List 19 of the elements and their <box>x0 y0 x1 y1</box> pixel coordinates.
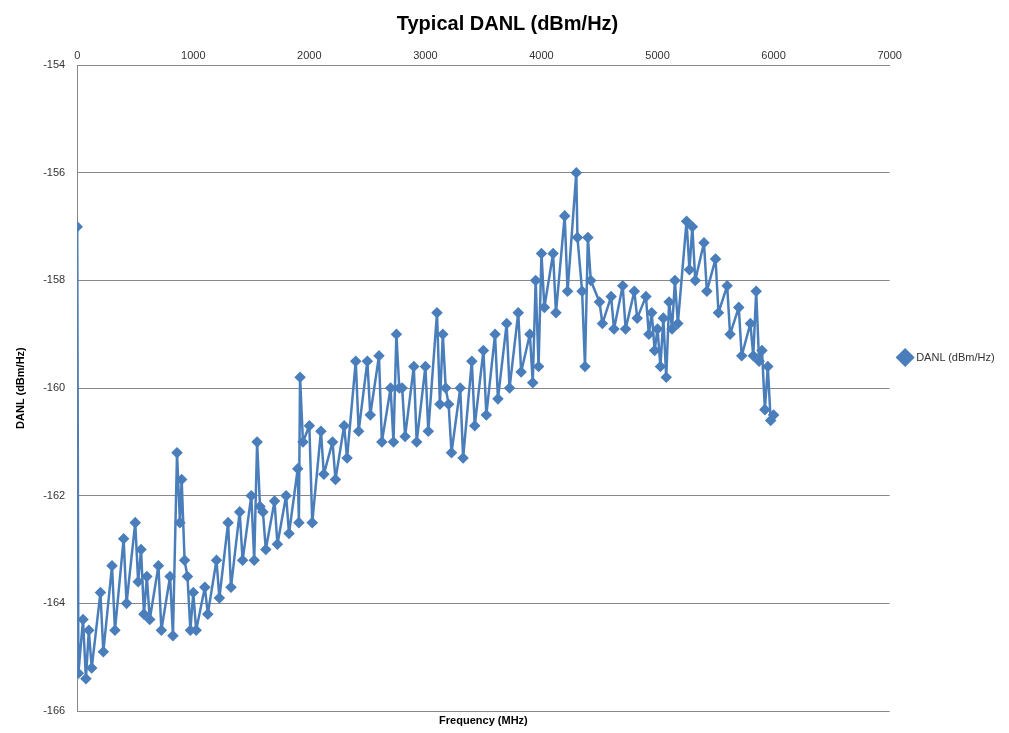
x-tick-label: 7000 <box>877 48 902 61</box>
x-tick-label: 4000 <box>529 48 554 61</box>
y-tick-label: -154 <box>43 58 66 71</box>
y-axis-title: DANL (dBm/Hz) <box>13 346 26 429</box>
x-tick-label: 1000 <box>181 48 206 61</box>
x-tick-label: 3000 <box>413 48 438 61</box>
y-tick-label: -158 <box>43 273 66 286</box>
chart-title: Typical DANL (dBm/Hz) <box>396 11 619 34</box>
y-tick-label: -156 <box>43 165 66 178</box>
x-tick-label: 6000 <box>761 48 786 61</box>
x-tick-label: 5000 <box>645 48 670 61</box>
x-tick-label: 0 <box>74 48 81 61</box>
x-tick-label: 2000 <box>297 48 322 61</box>
y-tick-label: -166 <box>43 704 66 717</box>
y-tick-label: -164 <box>43 596 66 609</box>
y-tick-label: -160 <box>43 381 66 394</box>
legend-label: DANL (dBm/Hz) <box>916 350 995 363</box>
y-tick-label: -162 <box>43 488 66 501</box>
x-axis-title: Frequency (MHz) <box>439 713 529 726</box>
